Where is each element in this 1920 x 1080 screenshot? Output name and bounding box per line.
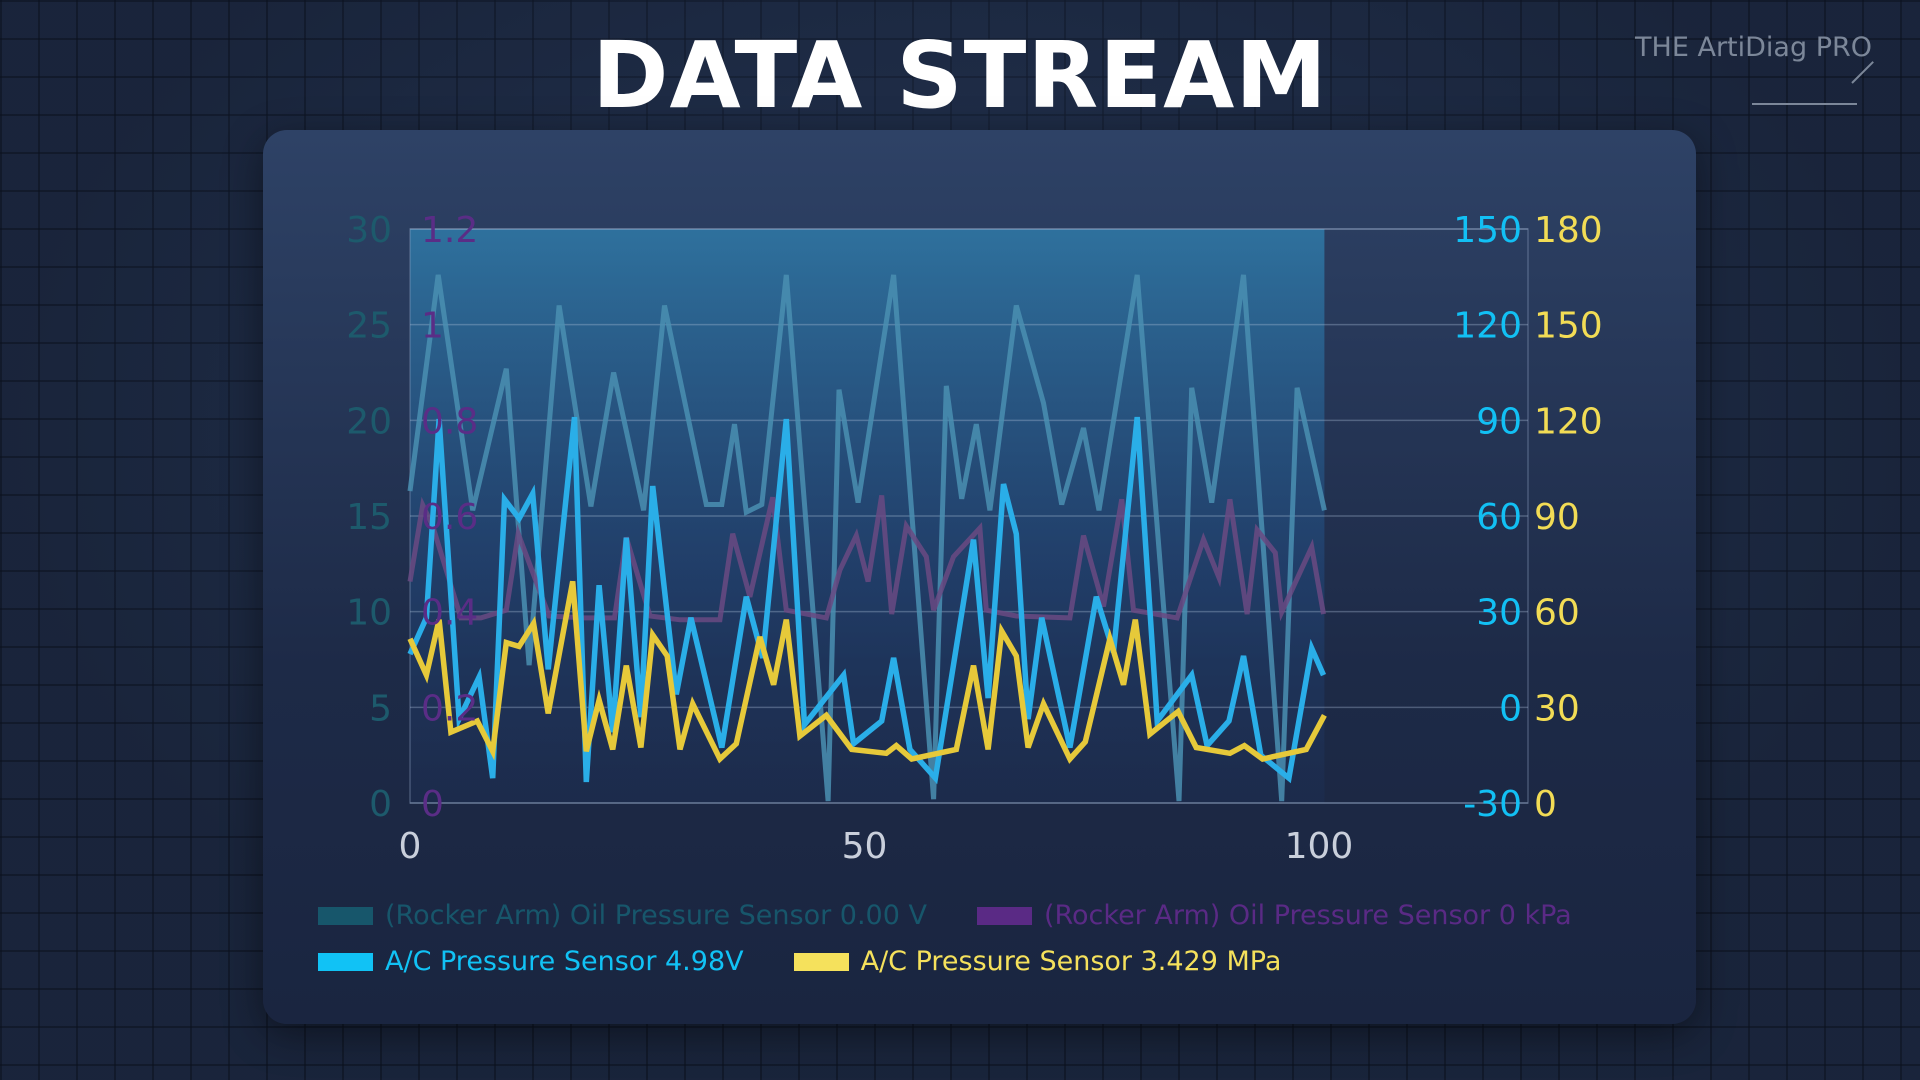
page-title: DATA STREAM [592, 22, 1328, 129]
axis-tick-label-blue: 60 [1476, 497, 1522, 538]
legend-item-ac-mpa[interactable]: A/C Pressure Sensor 3.429 MPa [793, 946, 1282, 977]
legend-swatch [318, 952, 373, 971]
axis-tick-label-blue: -30 [1463, 784, 1522, 825]
legend-label: A/C Pressure Sensor 4.98V [385, 946, 744, 977]
axis-tick-label-teal: 0 [369, 784, 392, 825]
axis-tick-label-blue: 90 [1476, 401, 1522, 442]
axis-tick-label-purple: 0.2 [421, 688, 478, 729]
legend-swatch [318, 906, 373, 925]
axis-tick-label-teal: 5 [369, 688, 392, 729]
x-tick-label: 100 [1285, 826, 1354, 867]
legend-swatch [976, 906, 1032, 925]
axis-tick-label-purple: 1.2 [421, 210, 478, 251]
axis-tick-label-teal: 25 [346, 306, 392, 347]
x-tick-label: 0 [399, 826, 422, 867]
axis-tick-label-purple: 0 [421, 784, 444, 825]
axis-tick-label-purple: 0.6 [421, 497, 478, 538]
legend-label: A/C Pressure Sensor 3.429 MPa [860, 946, 1282, 977]
axis-tick-label-teal: 30 [346, 210, 392, 251]
axis-tick-label-yellow: 90 [1534, 497, 1580, 538]
axis-tick-label-teal: 20 [346, 401, 392, 442]
axis-tick-label-yellow: 180 [1534, 210, 1603, 251]
axis-tick-label-purple: 0.8 [421, 401, 478, 442]
axis-tick-label-yellow: 30 [1534, 688, 1580, 729]
axis-tick-label-yellow: 60 [1534, 593, 1580, 634]
axis-tick-label-purple: 1 [421, 306, 444, 347]
plot-frame [409, 228, 1529, 804]
axis-tick-label-purple: 0.4 [421, 593, 478, 634]
legend-item-rocker-kpa[interactable]: (Rocker Arm) Oil Pressure Sensor 0 kPa [976, 900, 1572, 931]
axis-tick-label-blue: 150 [1453, 210, 1522, 251]
series-line-blue [407, 416, 1327, 785]
brand-watermark: THE ArtiDiag PRO [1635, 32, 1872, 63]
legend-item-ac-voltage[interactable]: A/C Pressure Sensor 4.98V [318, 946, 744, 977]
axis-tick-label-teal: 15 [346, 497, 392, 538]
legend-row-2: A/C Pressure Sensor 4.98V A/C Pressure S… [318, 946, 1281, 977]
series-line-yellow [407, 580, 1327, 764]
axis-tick-label-blue: 30 [1476, 593, 1522, 634]
axis-tick-label-blue: 0 [1499, 688, 1522, 729]
legend-row-1: (Rocker Arm) Oil Pressure Sensor 0.00 V … [318, 900, 1572, 931]
axis-tick-label-yellow: 0 [1534, 784, 1557, 825]
brand-underline [1752, 103, 1857, 105]
legend-label: (Rocker Arm) Oil Pressure Sensor 0.00 V [385, 900, 927, 931]
axis-tick-label-blue: 120 [1453, 306, 1522, 347]
axis-tick-label-yellow: 150 [1534, 306, 1603, 347]
legend-swatch [793, 952, 849, 971]
x-tick-label: 50 [842, 826, 888, 867]
axis-tick-label-teal: 10 [346, 593, 392, 634]
legend-label: (Rocker Arm) Oil Pressure Sensor 0 kPa [1043, 900, 1572, 931]
legend-item-rocker-voltage[interactable]: (Rocker Arm) Oil Pressure Sensor 0.00 V [318, 900, 927, 931]
axis-tick-label-yellow: 120 [1534, 401, 1603, 442]
